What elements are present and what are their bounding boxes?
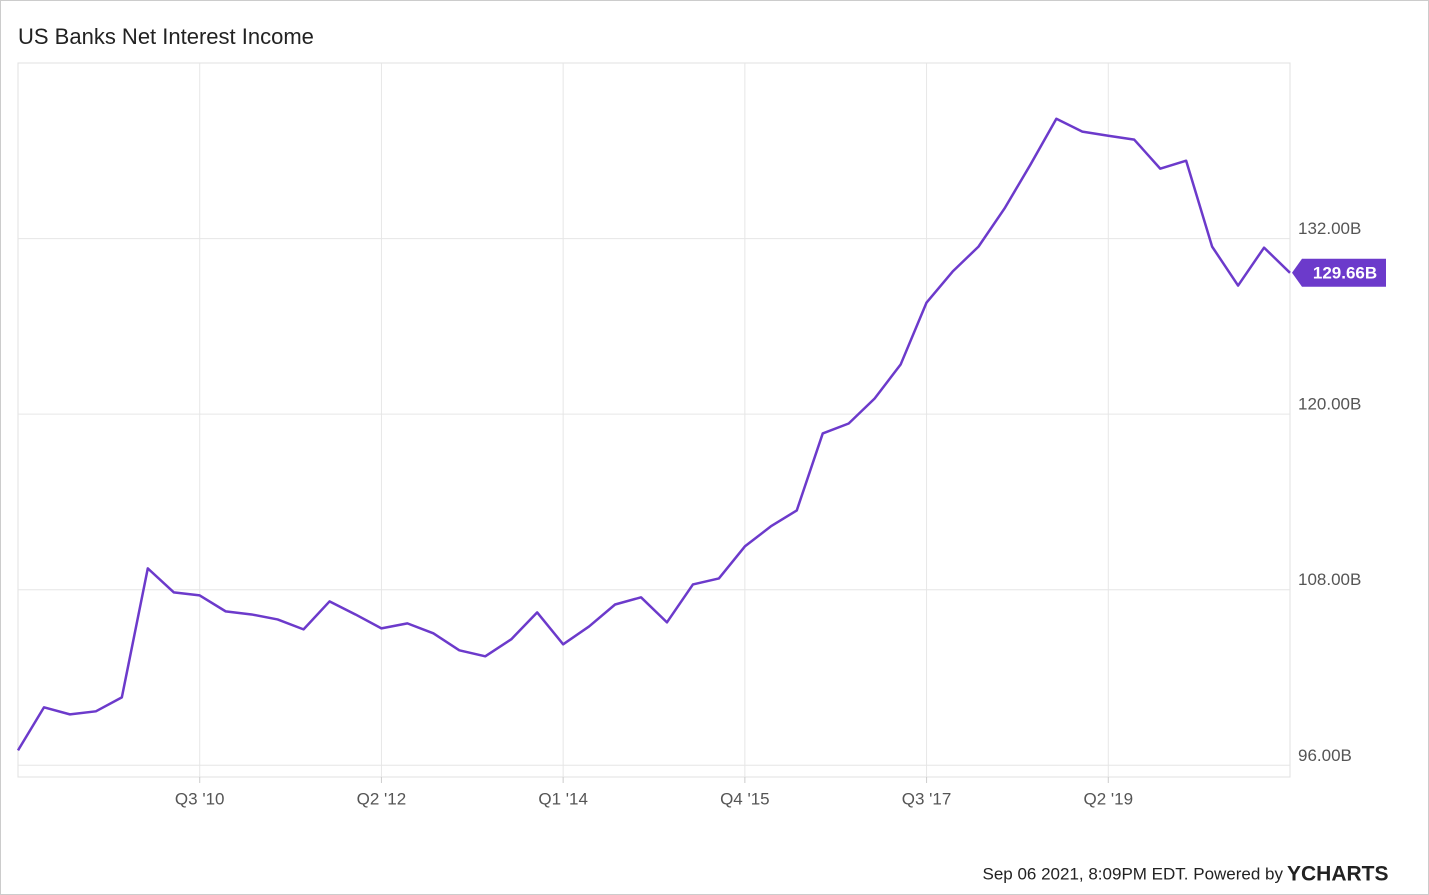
- x-tick-label: Q2 '19: [1084, 789, 1134, 808]
- x-tick-label: Q4 '15: [720, 789, 770, 808]
- value-label-box: [1292, 258, 1386, 287]
- brand-logo: YCHARTS: [1287, 863, 1389, 886]
- x-tick-label: Q3 '17: [902, 789, 952, 808]
- y-tick-label: 96.00B: [1298, 746, 1352, 765]
- x-tick-label: Q1 '14: [538, 789, 588, 808]
- line: [16, 117, 1291, 752]
- footer-text: Sep 06 2021, 8:09PM EDT. Powered by: [982, 864, 1283, 883]
- value-label: 129.66B: [1313, 263, 1377, 282]
- y-tick-label: 120.00B: [1298, 395, 1361, 414]
- x-tick-label: Q3 '10: [175, 789, 225, 808]
- plot-area: [17, 62, 1291, 778]
- y-tick-label: 132.00B: [1298, 219, 1361, 238]
- x-tick-label: Q2 '12: [357, 789, 407, 808]
- chart-title: US Banks Net Interest Income: [18, 24, 314, 49]
- y-tick-label: 108.00B: [1298, 570, 1361, 589]
